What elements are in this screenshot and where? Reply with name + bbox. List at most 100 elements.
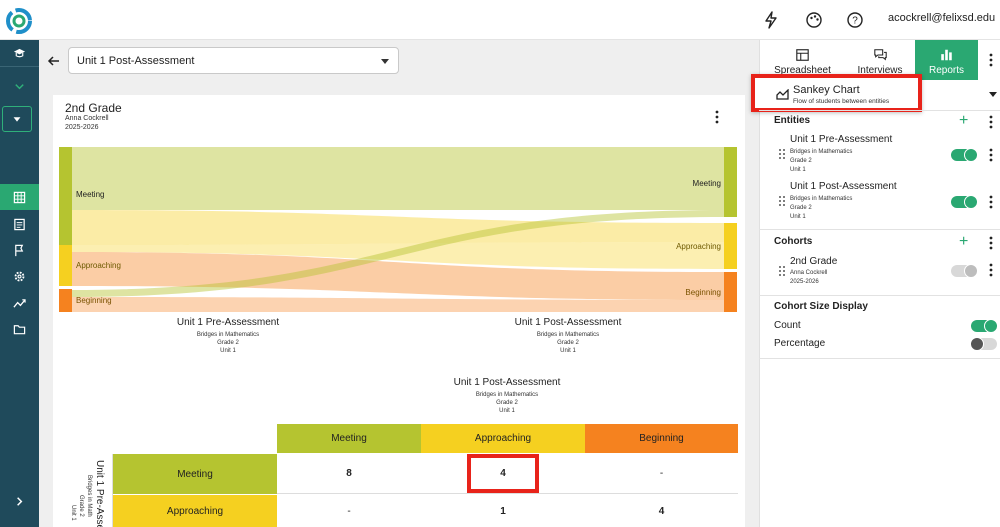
chevron-right-icon — [17, 496, 23, 506]
matrix-col-title: Unit 1 Post-Assessment — [453, 377, 561, 388]
nav-grid[interactable] — [0, 184, 39, 210]
help-icon[interactable]: ? — [846, 11, 864, 29]
sankey-left-axis-line3: Unit 1 — [220, 348, 236, 354]
nav-document[interactable] — [0, 211, 39, 237]
document-icon — [14, 218, 25, 230]
nav-dropdown[interactable] — [2, 106, 32, 132]
sankey-left-label-approaching: Approaching — [76, 261, 121, 270]
nav-graduation-cap[interactable] — [0, 40, 39, 66]
sankey-right-axis-line2: Grade 2 — [557, 340, 579, 346]
entity-line2: Grade 2 — [790, 158, 812, 164]
entity-toggle[interactable] — [951, 195, 978, 209]
highlight-box — [467, 454, 539, 493]
palette-icon[interactable] — [805, 11, 823, 29]
divider — [759, 295, 1000, 296]
matrix-row-line3: Unit 1 — [70, 505, 76, 521]
sankey-left-axis-line1: Bridges in Mathematics — [196, 332, 260, 338]
add-entity-button[interactable]: + — [959, 112, 969, 129]
entities-title: Entities — [774, 115, 811, 126]
matrix-col-line3: Unit 1 — [499, 408, 515, 414]
table-icon — [796, 49, 809, 61]
cohorts-title: Cohorts — [774, 236, 813, 247]
sankey-chart: Meeting Approaching Beginning Meeting Ap… — [59, 147, 737, 312]
entity-line2: Grade 2 — [790, 205, 812, 211]
sankey-left-axis-title: Unit 1 Pre-Assessment — [176, 317, 280, 328]
nav-expand[interactable] — [0, 73, 39, 99]
dropdown-caret-icon — [13, 117, 21, 122]
entities-menu-kebab-icon[interactable] — [986, 115, 996, 129]
lightning-icon[interactable] — [762, 11, 780, 29]
drag-handle-icon[interactable] — [778, 195, 786, 207]
cohort-size-display-title: Cohort Size Display — [774, 301, 868, 312]
cohorts-menu-kebab-icon[interactable] — [986, 236, 996, 250]
display-option-percentage-label: Percentage — [774, 338, 826, 349]
display-option-count-label: Count — [774, 320, 801, 331]
matrix-cell[interactable]: - — [585, 454, 738, 494]
chart-type-subtitle: Flow of students between entities — [793, 98, 890, 105]
entity-menu-kebab-icon[interactable] — [986, 195, 996, 209]
card-teacher: Anna Cockrell — [65, 115, 109, 122]
matrix-row-line1: Bridges in Math — [86, 475, 92, 517]
right-panel — [759, 40, 1000, 527]
nav-settings[interactable] — [0, 263, 39, 289]
chart-type-select[interactable]: Sankey Chart Flow of students between en… — [751, 74, 922, 112]
tab-spreadsheet[interactable]: Spreadsheet — [760, 40, 845, 80]
matrix-cell[interactable]: 4 — [421, 454, 585, 494]
matrix-row-group-header: Unit 1 Pre-Assess Bridges in Math Grade … — [61, 454, 113, 527]
card-year: 2025-2026 — [65, 124, 99, 131]
sankey-right-label-meeting: Meeting — [693, 179, 721, 188]
add-cohort-button[interactable]: + — [959, 233, 969, 250]
tab-interviews[interactable]: Interviews — [845, 40, 915, 80]
chart-select-caret-icon[interactable] — [988, 90, 998, 98]
nav-trends[interactable] — [0, 290, 39, 316]
sankey-left-label-meeting: Meeting — [76, 190, 104, 199]
matrix-row-label-meeting: Meeting — [113, 454, 277, 494]
count-toggle[interactable] — [971, 319, 998, 333]
drag-handle-icon[interactable] — [778, 265, 786, 277]
matrix-cell[interactable]: 4 — [658, 505, 665, 517]
matrix-row-header-svg: Unit 1 Pre-Assess Bridges in Math Grade … — [70, 460, 105, 527]
node-right-beginning — [724, 272, 737, 312]
nav-divider — [0, 66, 39, 67]
back-arrow-icon[interactable] — [46, 53, 62, 69]
matrix-cell[interactable]: 8 — [277, 454, 421, 494]
percentage-toggle[interactable] — [970, 337, 997, 351]
divider — [759, 229, 1000, 230]
matrix-row-label-approaching: Approaching — [113, 495, 277, 527]
cohort-menu-kebab-icon[interactable] — [986, 263, 996, 277]
app-logo-icon[interactable] — [6, 8, 32, 34]
flow-meeting-to-meeting — [72, 147, 724, 210]
matrix-cell[interactable]: 1 — [500, 505, 506, 517]
sankey-right-label-beginning: Beginning — [685, 288, 721, 297]
cohort-toggle[interactable] — [951, 264, 978, 278]
entity-toggle[interactable] — [951, 148, 978, 162]
nav-flag[interactable] — [0, 237, 39, 263]
assessment-select[interactable]: Unit 1 Post-Assessment — [68, 47, 399, 74]
bar-chart-icon — [941, 49, 952, 61]
node-right-meeting — [724, 147, 737, 217]
sankey-left-label-beginning: Beginning — [76, 296, 112, 305]
entity-title: Unit 1 Pre-Assessment — [790, 134, 893, 145]
user-email[interactable]: acockrell@felixsd.edu — [888, 12, 996, 24]
sankey-right-axis-line1: Bridges in Mathematics — [536, 332, 600, 338]
divider — [759, 110, 1000, 111]
folder-icon — [13, 324, 26, 334]
matrix-col-approaching: Approaching — [421, 424, 585, 453]
svg-text:?: ? — [852, 16, 858, 27]
node-left-approaching — [59, 245, 72, 286]
drag-handle-icon[interactable] — [778, 148, 786, 160]
card-menu-kebab-icon[interactable] — [712, 110, 722, 124]
matrix-cell[interactable]: - — [347, 505, 351, 517]
entity-menu-kebab-icon[interactable] — [986, 148, 996, 162]
entity-line3: Unit 1 — [790, 214, 806, 220]
nav-collapse-toggle[interactable] — [0, 488, 39, 514]
tab-reports[interactable]: Reports — [915, 40, 978, 80]
panel-menu-kebab-icon[interactable] — [986, 53, 996, 67]
flow-approaching-to-beginning — [72, 252, 724, 300]
tab-spreadsheet-label: Spreadsheet — [774, 65, 831, 76]
card-title: 2nd Grade — [65, 101, 122, 115]
flow-approaching-to-approaching — [72, 242, 724, 269]
area-chart-icon — [776, 89, 789, 100]
nav-folder[interactable] — [0, 316, 39, 342]
chat-icon — [873, 49, 887, 61]
